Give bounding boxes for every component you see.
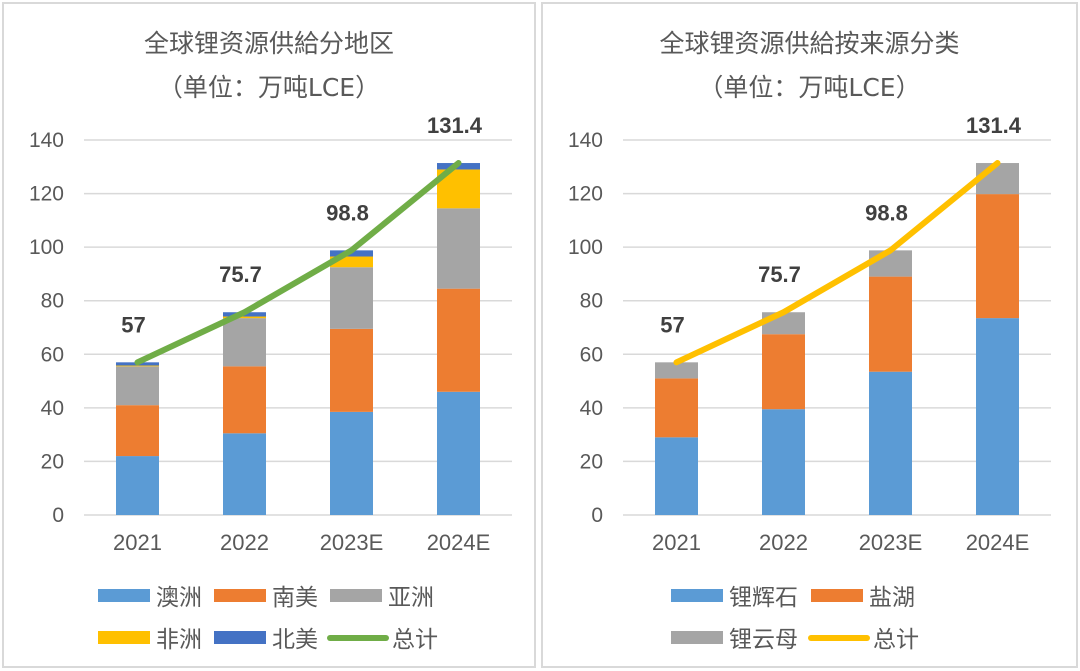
y-tick-label: 140 (29, 129, 64, 152)
bar-segment-锂辉石 (655, 437, 698, 515)
legend-label: 澳洲 (156, 585, 202, 611)
chart-svg-by-source: 0 20 40 60 80 100 120 140 2021 2022 2023E 2024E 57 75… (568, 113, 1051, 653)
data-label: 131.4 (966, 113, 1022, 138)
legend-label: 锂云母 (729, 627, 798, 653)
bar-segment-南美 (116, 405, 159, 457)
y-tick-label: 0 (591, 504, 603, 527)
bar-segment-非洲 (223, 316, 266, 319)
y-tick-label: 60 (580, 343, 603, 366)
bar-segment-盐湖 (869, 276, 912, 372)
y-tick-label: 80 (580, 290, 603, 313)
legend-label: 总计 (873, 627, 919, 653)
data-label: 131.4 (427, 113, 483, 138)
bar-segment-亚洲 (223, 318, 266, 367)
legend-swatch-北美 (214, 631, 266, 644)
chart-panel-by-source: 全球锂资源供給按来源分类 （单位：万吨LCE） 0 20 40 60 80 100 120 1… (541, 2, 1078, 668)
bar-segment-南美 (223, 366, 266, 434)
x-tick-label: 2022 (759, 530, 808, 555)
bar-segment-南美 (330, 328, 373, 412)
y-tick-label: 40 (41, 397, 64, 420)
bar-segment-亚洲 (116, 366, 159, 406)
bar-segment-锂辉石 (869, 371, 912, 515)
legend-label: 非洲 (156, 627, 202, 653)
bar-segment-澳洲 (437, 391, 480, 515)
data-label: 98.8 (865, 200, 908, 225)
chart-subtitle: （单位：万吨LCE） (698, 73, 921, 102)
total-line (673, 160, 1001, 366)
chart-title: 全球锂资源供給分地区 (143, 29, 394, 58)
x-tick-label: 2023E (320, 530, 384, 555)
legend-swatch-盐湖 (811, 589, 863, 602)
x-tick-label: 2021 (652, 530, 701, 555)
y-tick-label: 100 (568, 236, 603, 259)
y-tick-label: 40 (580, 397, 603, 420)
x-tick-label: 2023E (859, 530, 923, 555)
legend-swatch-亚洲 (330, 589, 382, 602)
y-tick-label: 140 (568, 129, 603, 152)
bar-segment-锂云母 (655, 362, 698, 379)
bar-segment-南美 (437, 288, 480, 392)
chart-svg-by-region: 0 20 40 60 80 100 120 140 2021 2022 2023E 2024E 57 75… (29, 113, 512, 653)
y-tick-label: 60 (41, 343, 64, 366)
y-tick-label: 80 (41, 290, 64, 313)
legend-swatch-南美 (214, 589, 266, 602)
total-line (134, 160, 462, 366)
bar-segment-锂辉石 (762, 409, 805, 515)
bar-segment-非洲 (330, 256, 373, 268)
data-label: 75.7 (219, 262, 262, 287)
bar-segment-盐湖 (976, 194, 1019, 319)
x-tick-label: 2021 (113, 530, 162, 555)
legend-label: 南美 (272, 585, 318, 611)
legend-label: 北美 (272, 627, 318, 653)
bar-segment-非洲 (116, 365, 159, 367)
x-tick-label: 2024E (427, 530, 491, 555)
y-tick-label: 120 (29, 183, 64, 206)
chart-title: 全球锂资源供給按来源分类 (659, 29, 960, 58)
y-tick-label: 20 (580, 450, 603, 473)
bar-segment-澳洲 (330, 411, 373, 515)
legend-label: 锂辉石 (729, 585, 798, 611)
x-tick-label: 2024E (966, 530, 1030, 555)
legend-swatch-澳洲 (98, 589, 150, 602)
legend-swatch-锂辉石 (671, 589, 723, 602)
x-tick-label: 2022 (220, 530, 269, 555)
y-tick-label: 100 (29, 236, 64, 259)
chart-panel-by-region: 全球锂资源供給分地区 （单位：万吨LCE） 0 20 40 60 80 100 120 140… (2, 2, 536, 668)
data-label: 57 (121, 312, 145, 337)
data-label: 98.8 (326, 200, 369, 225)
data-label: 75.7 (758, 262, 801, 287)
bar-segment-锂云母 (869, 250, 912, 277)
bar-segment-盐湖 (762, 334, 805, 410)
data-label: 57 (660, 312, 684, 337)
bar-segment-盐湖 (655, 378, 698, 438)
legend-swatch-锂云母 (671, 631, 723, 644)
legend-label: 盐湖 (869, 585, 915, 611)
chart-subtitle: （单位：万吨LCE） (157, 73, 381, 102)
y-tick-label: 20 (41, 450, 64, 473)
bar-segment-锂辉石 (976, 318, 1019, 515)
bar-segment-澳洲 (116, 456, 159, 515)
bar-segment-亚洲 (437, 208, 480, 289)
legend-swatch-非洲 (98, 631, 150, 644)
legend-label: 总计 (392, 627, 438, 653)
y-tick-label: 120 (568, 183, 603, 206)
legend-label: 亚洲 (388, 585, 434, 611)
bar-segment-亚洲 (330, 267, 373, 329)
bar-segment-澳洲 (223, 433, 266, 515)
y-tick-label: 0 (52, 504, 64, 527)
